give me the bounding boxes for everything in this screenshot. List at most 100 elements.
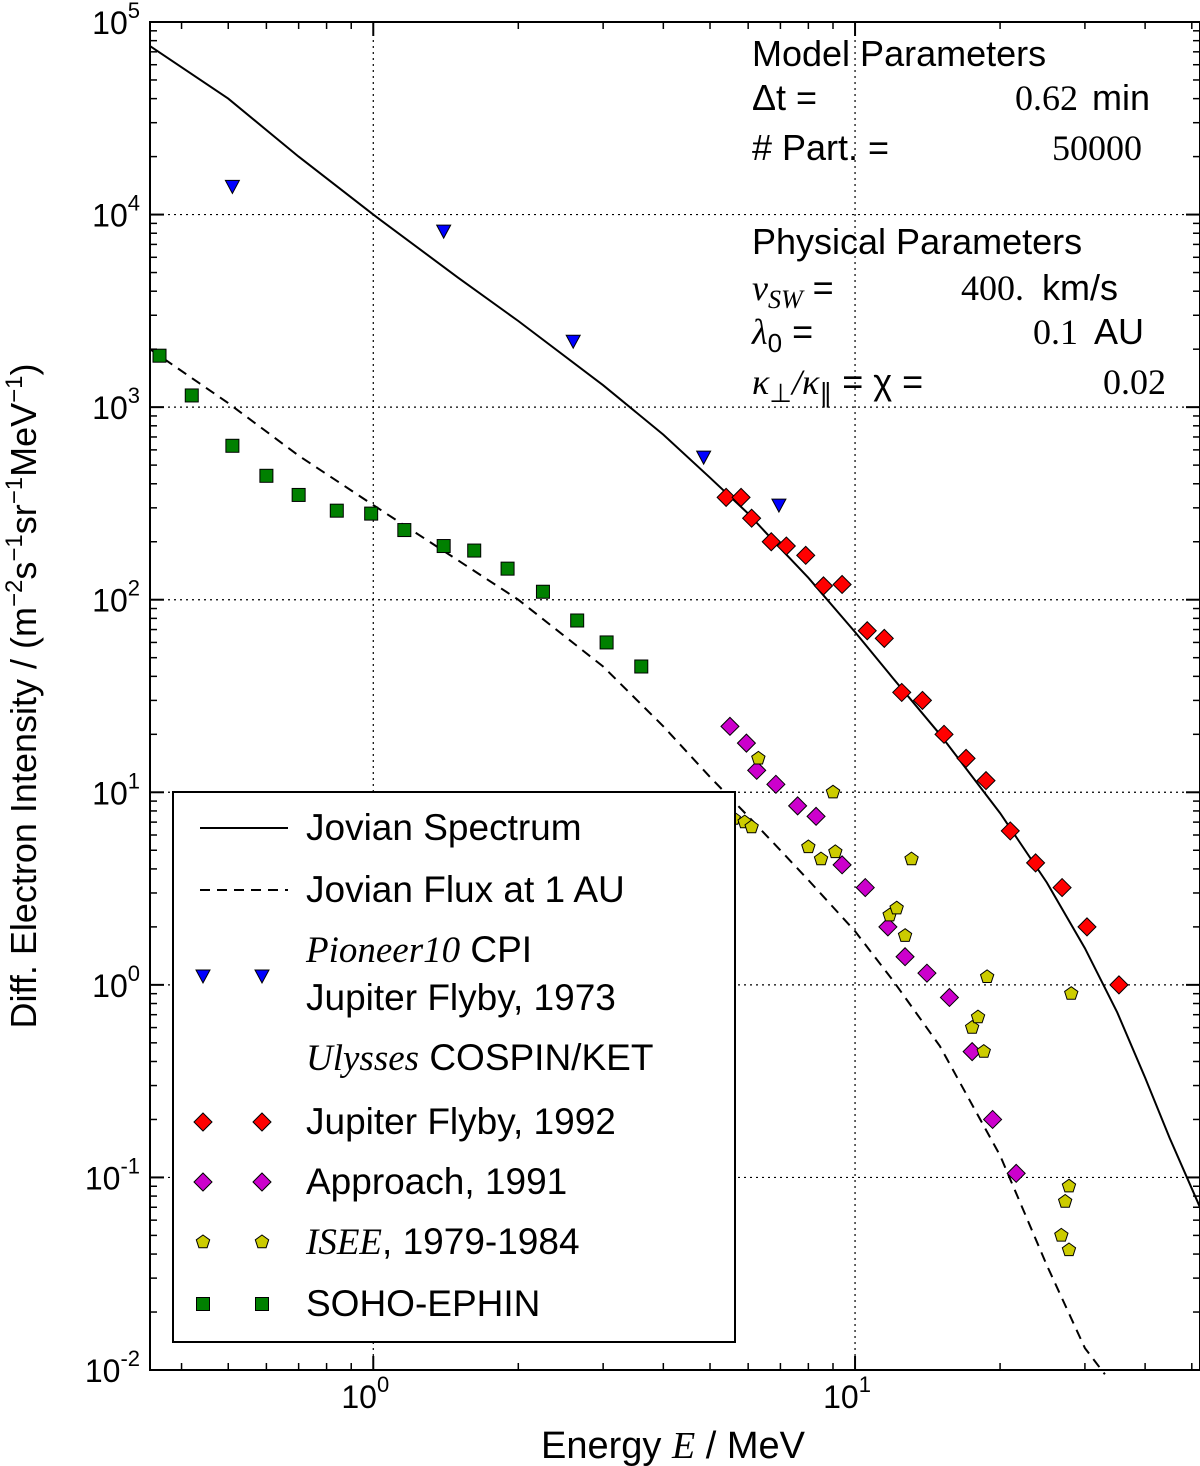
ulysses-flyby-point — [813, 576, 834, 596]
isee-point — [970, 1009, 986, 1024]
isee-point — [1054, 1227, 1069, 1242]
legend-marker-symbol — [195, 1234, 211, 1249]
ulysses-approach-point — [939, 987, 960, 1008]
ulysses-flyby-point — [716, 487, 736, 508]
soho-point — [152, 348, 167, 363]
ulysses-flyby-point — [1052, 877, 1072, 898]
isee-point — [1061, 1242, 1077, 1257]
y-tick-label: 101 — [92, 768, 140, 811]
y-tick-label: 105 — [92, 0, 140, 41]
ulysses-approach-point — [855, 877, 875, 898]
soho-point — [225, 438, 240, 453]
ulysses-approach-point — [806, 806, 826, 827]
pioneer-point — [771, 498, 787, 514]
isee-point — [897, 928, 913, 942]
isee-point — [825, 784, 841, 799]
legend-label-approach-1991: Approach, 1991 — [306, 1161, 567, 1202]
legend-marker-symbol — [252, 1172, 272, 1192]
pioneer-point — [695, 450, 712, 466]
legend-label-ulysses: Ulysses COSPIN/KET — [306, 1037, 653, 1079]
ulysses-approach-point — [1006, 1163, 1026, 1184]
ulysses-flyby-point — [1000, 821, 1020, 841]
legend-marker-symbol — [252, 1112, 272, 1132]
lambda-label: λ0 = — [751, 311, 813, 358]
y-axis-label: Diff. Electron Intensity / (m−2s−1sr−1Me… — [1, 363, 44, 1028]
isee-point — [828, 844, 843, 859]
y-tick-label: 102 — [92, 576, 140, 619]
isee-point — [751, 750, 766, 765]
ulysses-flyby-point — [776, 536, 797, 556]
isee-point — [904, 851, 919, 866]
soho-point — [467, 543, 482, 558]
y-tick-label: 10-2 — [85, 1346, 140, 1389]
soho-point — [634, 659, 649, 674]
ulysses-flyby-point — [874, 628, 894, 649]
series-lines — [149, 45, 1200, 1375]
lambda-value: 0.1 — [1033, 312, 1078, 352]
soho-point — [184, 388, 199, 403]
ulysses-approach-point — [736, 733, 757, 753]
ulysses-approach-point — [747, 760, 767, 781]
model-parameters-title: Model Parameters — [752, 33, 1046, 74]
tick-labels: 100 101 105 104 103 102 101 100 10-1 10-2 — [85, 0, 871, 1415]
soho-point — [259, 468, 274, 483]
legend-label-soho: SOHO-EPHIN — [306, 1283, 540, 1324]
legend-marker-symbol — [193, 1112, 213, 1132]
physical-parameters-title: Physical Parameters — [752, 221, 1082, 262]
ulysses-approach-point — [787, 796, 808, 816]
isee-point — [1061, 1178, 1077, 1193]
ulysses-flyby-point — [796, 545, 816, 566]
legend-label-jovian-flux: Jovian Flux at 1 AU — [306, 869, 625, 910]
isee-point — [964, 1019, 980, 1034]
legend-label-jovian-spectrum: Jovian Spectrum — [306, 807, 582, 848]
legend-box — [172, 791, 736, 1343]
x-axis-label: Energy E / MeV — [541, 1425, 806, 1466]
isee-point — [813, 851, 829, 866]
legend-marker-symbol — [196, 1297, 210, 1311]
legend-label-pioneer: Pioneer10 CPI — [305, 929, 532, 971]
isee-point — [976, 1043, 991, 1058]
legend-label-pioneer-line2: Jupiter Flyby, 1973 — [306, 977, 616, 1018]
ulysses-flyby-point — [934, 724, 954, 745]
jovian-flux-line — [149, 348, 1106, 1375]
vsw-value: 400. — [961, 268, 1024, 308]
ulysses-flyby-point — [761, 532, 781, 552]
isee-point — [979, 969, 995, 983]
ulysses-approach-point — [832, 855, 852, 875]
ulysses-flyby-point — [976, 770, 996, 791]
vsw-unit: km/s — [1042, 267, 1118, 308]
kappa-label: κ⊥/κ∥ = χ = — [752, 361, 923, 408]
isee-point — [744, 819, 759, 834]
y-tick-label: 104 — [92, 191, 140, 234]
soho-point — [570, 613, 585, 628]
soho-point — [599, 635, 614, 650]
dt-label: Δt = — [752, 77, 817, 118]
soho-point — [397, 523, 412, 538]
soho-point — [436, 539, 451, 554]
legend-label-isee: ISEE, 1979-1984 — [305, 1221, 580, 1263]
x-tick-label: 101 — [823, 1372, 871, 1415]
vsw-label: vSW = — [752, 267, 834, 314]
ulysses-flyby-point — [832, 574, 852, 595]
dt-value: 0.62 — [1015, 78, 1078, 118]
model-parameters-annotation: Model Parameters Δt = 0.62 min # Part. =… — [751, 33, 1166, 408]
jovian-spectrum-line — [149, 45, 1200, 1208]
legend-marker-symbol — [195, 969, 211, 985]
ulysses-approach-point — [982, 1109, 1003, 1130]
particles-value: 50000 — [1052, 128, 1142, 168]
legend-marker-symbol — [254, 1234, 270, 1249]
ulysses-flyby-point — [741, 508, 762, 528]
legend-marker-symbol — [255, 1297, 269, 1311]
legend-symbols — [193, 827, 288, 1311]
pioneer-point — [435, 224, 452, 240]
y-tick-label: 10-1 — [85, 1153, 140, 1196]
soho-point — [364, 506, 379, 521]
ulysses-flyby-point — [731, 487, 751, 508]
ulysses-flyby-point — [892, 682, 912, 703]
ulysses-approach-point — [720, 716, 740, 737]
particles-label: # Part. = — [752, 127, 889, 168]
x-tick-label: 100 — [341, 1372, 389, 1415]
isee-point — [801, 839, 816, 854]
soho-point — [535, 584, 550, 599]
